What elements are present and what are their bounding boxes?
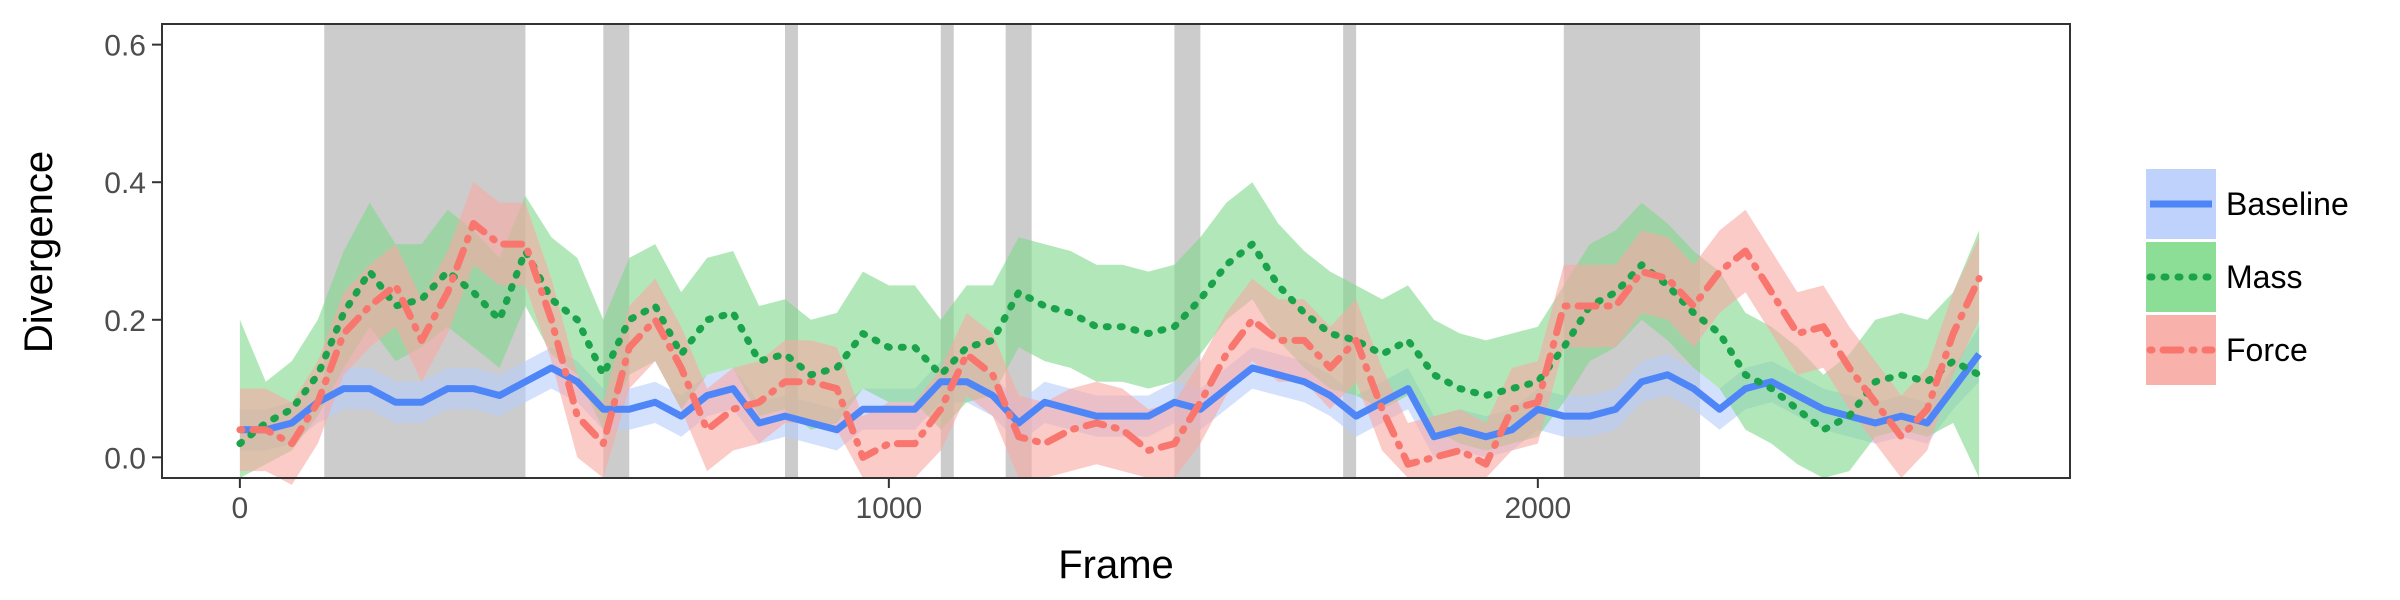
series-lines [236,220,1983,468]
legend-label: Mass [2226,259,2302,295]
plot-panel-border [161,23,2071,479]
x-axis-title: Frame [1058,543,1174,587]
x-tick-label: 0 [232,492,249,525]
legend-item-mass: Mass [2146,242,2302,312]
legend-item-baseline: Baseline [2146,169,2349,239]
y-axis: 0.0 0.2 0.4 0.6 [104,30,162,475]
series-line-baseline [239,352,1982,441]
y-tick-label: 0.6 [104,30,146,63]
legend-label: Force [2226,332,2308,368]
legend-label: Baseline [2226,186,2349,222]
x-tick-label: 2000 [1504,492,1571,525]
y-axis-title: Divergence [17,151,61,353]
x-axis: 0 1000 2000 [232,478,1571,525]
legend: Baseline Mass Force [2146,169,2349,385]
y-tick-label: 0.4 [104,167,146,200]
y-tick-label: 0.0 [104,442,146,475]
series-line-force [236,220,1983,468]
y-tick-label: 0.2 [104,305,146,338]
x-tick-label: 1000 [855,492,922,525]
legend-item-force: Force [2146,315,2308,385]
series-line-mass [236,240,1983,448]
